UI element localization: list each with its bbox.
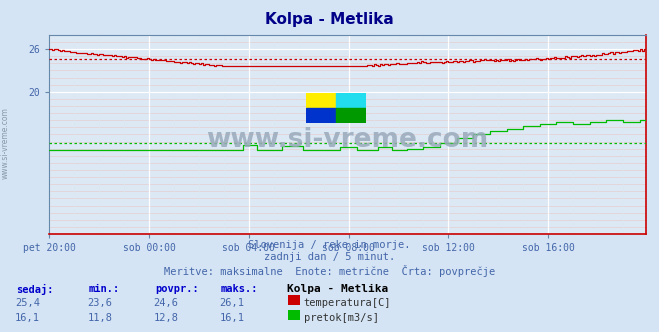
Text: 12,8: 12,8	[154, 313, 179, 323]
Text: 16,1: 16,1	[15, 313, 40, 323]
Text: min.:: min.:	[89, 284, 120, 294]
Text: Kolpa - Metlika: Kolpa - Metlika	[265, 12, 394, 27]
Text: maks.:: maks.:	[221, 284, 258, 294]
Bar	[306, 108, 336, 123]
Text: 23,6: 23,6	[88, 298, 113, 308]
Text: zadnji dan / 5 minut.: zadnji dan / 5 minut.	[264, 252, 395, 262]
Text: www.si-vreme.com: www.si-vreme.com	[206, 127, 489, 153]
Text: Slovenija / reke in morje.: Slovenija / reke in morje.	[248, 240, 411, 250]
Text: povpr.:: povpr.:	[155, 284, 198, 294]
Text: 16,1: 16,1	[219, 313, 244, 323]
Text: 26,1: 26,1	[219, 298, 244, 308]
Text: Meritve: maksimalne  Enote: metrične  Črta: povprečje: Meritve: maksimalne Enote: metrične Črta…	[164, 265, 495, 277]
Text: www.si-vreme.com: www.si-vreme.com	[1, 107, 10, 179]
Text: sedaj:: sedaj:	[16, 284, 54, 295]
Bar	[336, 93, 366, 108]
Text: 11,8: 11,8	[88, 313, 113, 323]
Text: temperatura[C]: temperatura[C]	[304, 298, 391, 308]
Text: Kolpa - Metlika: Kolpa - Metlika	[287, 284, 388, 294]
Bar	[336, 108, 366, 123]
Bar	[306, 93, 336, 108]
Text: 24,6: 24,6	[154, 298, 179, 308]
Text: 25,4: 25,4	[15, 298, 40, 308]
Text: pretok[m3/s]: pretok[m3/s]	[304, 313, 379, 323]
